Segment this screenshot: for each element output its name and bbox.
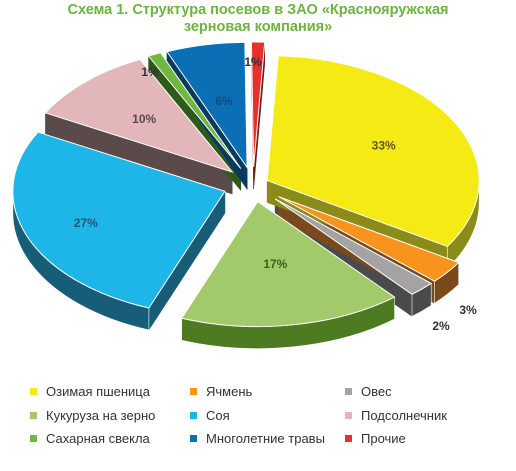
legend-label: Подсолнечник [361, 408, 447, 423]
slice-label-многолетние-травы: 6% [215, 94, 233, 108]
legend-swatch [30, 388, 37, 395]
legend-swatch [190, 412, 197, 419]
chart-title-line-2: зерновая компания» [183, 19, 333, 35]
legend-swatch [345, 435, 352, 442]
slice-label-овес: 2% [432, 319, 450, 333]
slice-кукуруза-на-зерно [180, 200, 396, 328]
slice-соя [12, 131, 226, 309]
slice-label-подсолнечник: 10% [132, 112, 156, 126]
legend-label: Сахарная свекла [46, 431, 150, 446]
legend-item-соя: Соя [190, 408, 230, 423]
slice-озимая-пшеница [266, 55, 480, 247]
legend-label: Кукуруза на зерно [46, 408, 156, 423]
legend-swatch [30, 435, 37, 442]
legend-swatch [345, 412, 352, 419]
legend-swatch [30, 412, 37, 419]
slice-овес [274, 198, 433, 295]
slice-label-сахарная-свекла: 1% [141, 65, 159, 79]
chart-title: Схема 1. Структура посевов в ЗАО «Красно… [0, 2, 516, 36]
legend-swatch [345, 388, 352, 395]
slice-label-кукуруза-на-зерно: 17% [263, 257, 287, 271]
slice-сахарная-свекла [147, 52, 242, 169]
pie-chart: 33% 3% 2% 17% 27% 10% 1% 6% 1% [12, 41, 480, 349]
legend-label: Соя [206, 408, 230, 423]
legend-label: Прочие [361, 431, 406, 446]
legend-swatch [190, 435, 197, 442]
legend-item-подсолнечник: Подсолнечник [345, 408, 447, 423]
legend-swatch [190, 388, 197, 395]
slice-многолетние-травы [166, 41, 248, 169]
legend-item-ячмень: Ячмень [190, 384, 252, 399]
legend-item-озимая-пшеница: Озимая пшеница [30, 384, 150, 399]
legend-label: Ячмень [206, 384, 253, 399]
slice-label-прочие: 1% [244, 55, 262, 69]
slice-label-озимая-пшеница: 33% [372, 139, 396, 153]
slice-label-ячмень: 3% [459, 303, 477, 317]
legend-label: Озимая пшеница [46, 384, 150, 399]
slice-ячмень [278, 196, 460, 282]
legend-item-сахарная-свекла: Сахарная свекла [30, 431, 150, 446]
legend-item-овес: Овес [345, 384, 392, 399]
legend-item-многолетние-травы: Многолетние травы [190, 431, 325, 446]
slice-label-соя: 27% [74, 216, 98, 230]
slice-прочие [250, 41, 266, 168]
chart-title-line-1: Схема 1. Структура посевов в ЗАО «Красно… [67, 2, 449, 18]
legend-item-прочие: Прочие [345, 431, 406, 446]
legend-label: Овес [361, 384, 392, 399]
slice-подсолнечник [44, 58, 234, 173]
legend-item-кукуруза-на-зерно: Кукуруза на зерно [30, 408, 155, 423]
legend-label: Многолетние травы [206, 431, 325, 446]
